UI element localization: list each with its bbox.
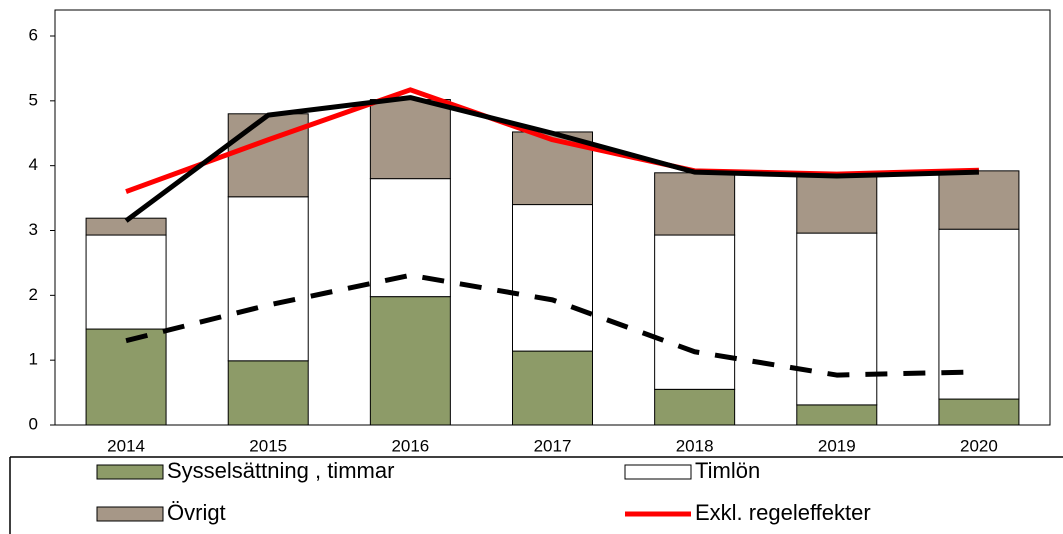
x-tick-label: 2016	[391, 436, 429, 455]
legend-label: Timlön	[695, 458, 760, 483]
x-tick-label: 2018	[676, 436, 714, 455]
bar-segment	[227, 113, 309, 198]
legend-swatch	[624, 464, 692, 480]
legend-swatch	[96, 506, 164, 522]
bar-segment	[654, 172, 736, 236]
y-tick-label: 0	[29, 414, 38, 433]
y-tick-label: 1	[29, 350, 38, 369]
x-tick-label: 2019	[818, 436, 856, 455]
bar-segment	[227, 360, 309, 426]
x-tick-label: 2020	[960, 436, 998, 455]
bar-segment	[512, 350, 593, 426]
bar-segment	[85, 328, 167, 426]
legend-swatch	[96, 464, 164, 480]
bar-segment	[796, 232, 878, 406]
y-tick-label: 2	[29, 285, 38, 304]
bar-segment	[938, 170, 1020, 230]
bar-segment	[369, 296, 451, 426]
bar-segment	[369, 178, 451, 298]
legend-label: Exkl. regeleffekter	[695, 500, 871, 525]
bar-segment	[654, 388, 736, 426]
y-tick-label: 5	[29, 90, 38, 109]
legend-label: Övrigt	[167, 500, 226, 525]
bar-segment	[654, 234, 736, 390]
legend-label: Sysselsättning , timmar	[167, 458, 394, 483]
bar-segment	[938, 398, 1020, 426]
bar-segment	[369, 99, 451, 180]
y-tick-label: 3	[29, 220, 38, 239]
line	[124, 95, 979, 223]
y-tick-label: 6	[29, 25, 38, 44]
bar-segment	[227, 196, 309, 362]
x-tick-label: 2015	[249, 436, 287, 455]
bar-segment	[796, 174, 878, 234]
bar-segment	[85, 234, 167, 330]
bar-segment	[938, 228, 1020, 400]
bar-segment	[796, 404, 878, 426]
x-tick-label: 2014	[107, 436, 145, 455]
bar-segment	[512, 204, 593, 352]
dashed-line	[125, 272, 979, 378]
y-tick-label: 4	[29, 155, 38, 174]
x-tick-label: 2017	[534, 436, 572, 455]
